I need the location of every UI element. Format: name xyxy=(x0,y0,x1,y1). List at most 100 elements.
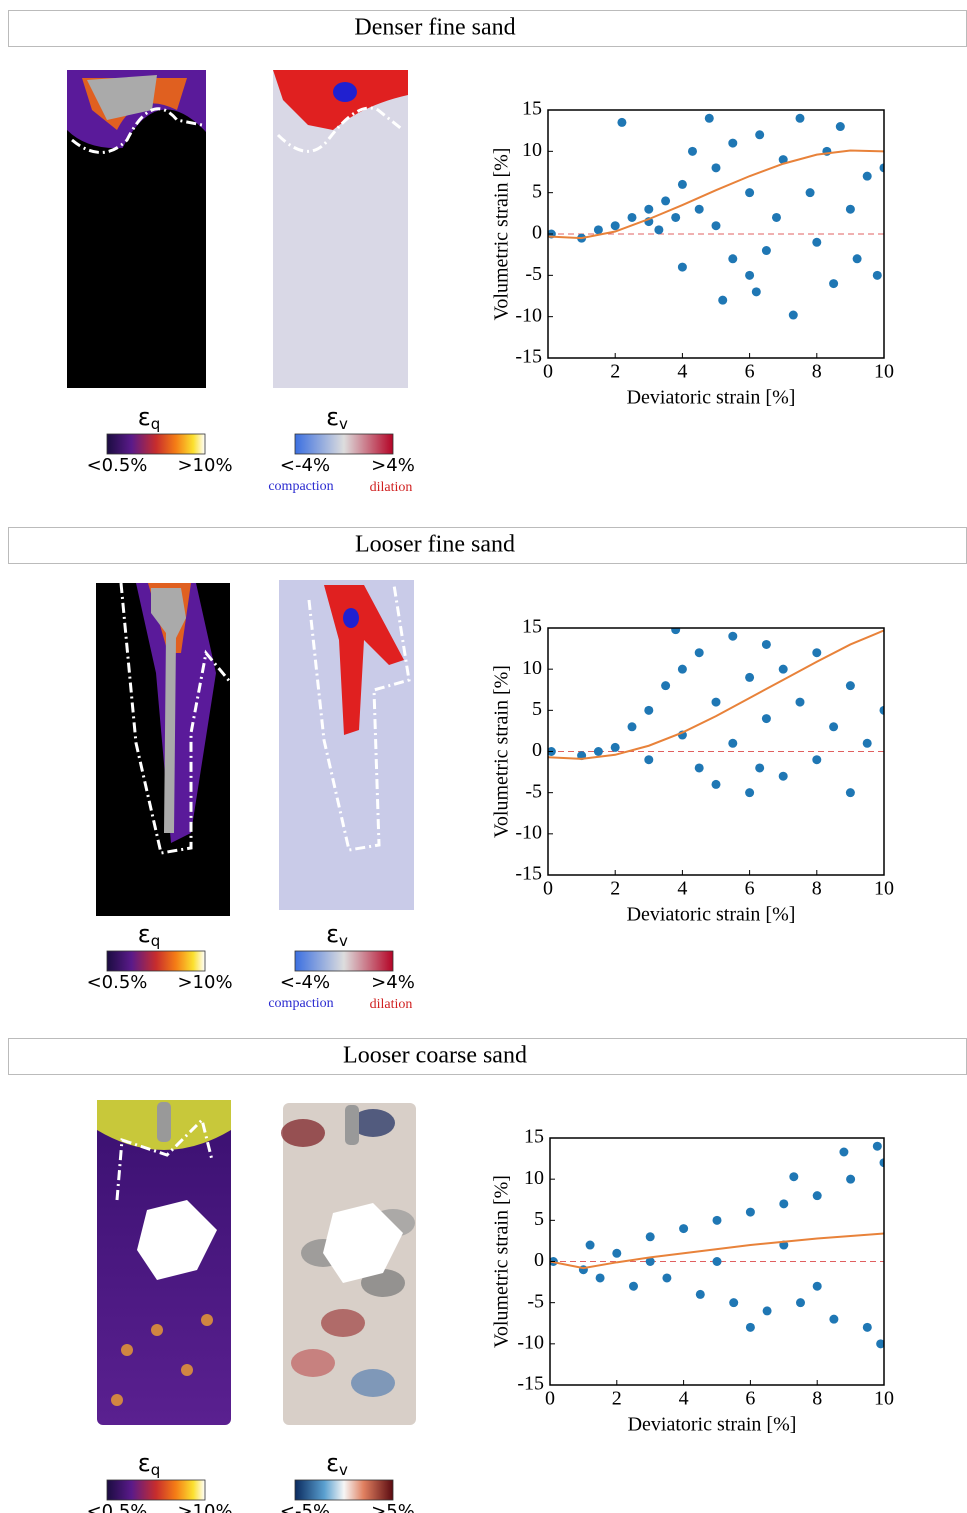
y-axis-label: Volumetric strain [%] xyxy=(491,148,513,321)
colorbar-max: >4% xyxy=(371,455,415,476)
strain-blob xyxy=(351,1369,395,1397)
scatter-point xyxy=(763,1306,772,1315)
scatter-point xyxy=(813,1282,822,1291)
y-tick-label: 0 xyxy=(532,222,542,244)
scatter-point xyxy=(644,205,653,214)
x-tick-label: 4 xyxy=(679,1388,689,1410)
y-tick-label: -10 xyxy=(517,1331,544,1353)
strain-map-ev xyxy=(281,1103,416,1425)
symbol-subscript: q xyxy=(151,1461,161,1479)
colorbar-symbol: εv xyxy=(326,920,348,950)
scatter-point xyxy=(728,254,737,263)
scatter-point xyxy=(728,139,737,148)
symbol: ε xyxy=(138,1449,151,1477)
scatter-point xyxy=(779,665,788,674)
scatter-point xyxy=(628,213,637,222)
colorbar xyxy=(295,434,393,454)
scatter-point xyxy=(728,739,737,748)
x-tick-label: 2 xyxy=(612,1388,622,1410)
scatter-point xyxy=(863,1323,872,1332)
x-tick-label: 0 xyxy=(543,361,553,383)
colorbar-min: <0.5% xyxy=(87,972,148,993)
scatter-point xyxy=(829,1315,838,1324)
x-tick-label: 8 xyxy=(812,878,822,900)
scatter-point xyxy=(746,1208,755,1217)
scatter-point xyxy=(712,163,721,172)
scatter-point xyxy=(678,665,687,674)
scatter-point xyxy=(812,648,821,657)
colorbar-symbol: εv xyxy=(326,403,348,433)
colorbar-min: <0.5% xyxy=(87,1501,148,1513)
colorbar xyxy=(295,951,393,971)
strain-blob xyxy=(321,1309,365,1337)
y-tick-label: 10 xyxy=(524,1167,544,1189)
scatter-point xyxy=(745,788,754,797)
x-tick-label: 0 xyxy=(545,1388,555,1410)
scatter-point xyxy=(695,205,704,214)
y-tick-label: 10 xyxy=(522,139,542,161)
scatter-point xyxy=(745,188,754,197)
compaction-note: compaction xyxy=(268,996,333,1011)
scatter-point xyxy=(662,1273,671,1282)
scatter-point xyxy=(713,1257,722,1266)
x-tick-label: 4 xyxy=(677,878,687,900)
scatter-point xyxy=(586,1241,595,1250)
x-tick-label: 6 xyxy=(745,1388,755,1410)
x-tick-label: 10 xyxy=(874,361,894,383)
scatter-point xyxy=(679,1224,688,1233)
scatter-point xyxy=(729,1298,738,1307)
scatter-point xyxy=(612,1249,621,1258)
colorbar-max: >10% xyxy=(177,972,232,993)
scatter-point xyxy=(611,743,620,752)
colorbar-symbol: εq xyxy=(138,403,161,433)
scatter-point xyxy=(839,1147,848,1156)
section-title: Looser coarse sand xyxy=(343,1043,527,1069)
colorbar xyxy=(107,1480,205,1500)
x-tick-label: 0 xyxy=(543,878,553,900)
y-tick-label: -10 xyxy=(515,304,542,326)
compaction-spot xyxy=(343,608,359,628)
scatter-point xyxy=(617,118,626,127)
y-tick-label: 15 xyxy=(524,1126,544,1148)
colorbar xyxy=(107,434,205,454)
y-tick-label: -5 xyxy=(525,263,542,285)
scatter-point xyxy=(695,763,704,772)
colorbar-min: <0.5% xyxy=(87,455,148,476)
scatter-point xyxy=(853,254,862,263)
scatter-point xyxy=(846,205,855,214)
scatter-point xyxy=(628,722,637,731)
scatter-point xyxy=(796,698,805,707)
scatter-point xyxy=(705,114,714,123)
scatter-point xyxy=(762,714,771,723)
scatter-point xyxy=(789,311,798,320)
strain-map-ev xyxy=(273,70,408,388)
scatter-point xyxy=(688,147,697,156)
strain-map-ev xyxy=(279,580,414,910)
x-axis-label: Deviatoric strain [%] xyxy=(627,387,796,409)
scatter-point xyxy=(863,739,872,748)
colorbar-symbol: εv xyxy=(326,1449,348,1479)
scatter-point xyxy=(644,755,653,764)
colorbar-symbol: εq xyxy=(138,1449,161,1479)
hotspot xyxy=(151,1324,163,1336)
y-tick-label: 0 xyxy=(534,1249,544,1271)
scatter-point xyxy=(611,221,620,230)
strain-blob xyxy=(281,1119,325,1147)
y-tick-label: 0 xyxy=(532,739,542,761)
x-tick-label: 2 xyxy=(610,878,620,900)
symbol-subscript: q xyxy=(151,932,161,950)
scatter-point xyxy=(846,681,855,690)
scatter-point xyxy=(696,1290,705,1299)
hotspot xyxy=(181,1364,193,1376)
x-tick-label: 10 xyxy=(874,878,894,900)
scatter-point xyxy=(713,1216,722,1225)
plot-area xyxy=(549,1142,889,1349)
scatter-point xyxy=(671,625,680,634)
strain-blob xyxy=(291,1349,335,1377)
y-tick-label: 15 xyxy=(522,616,542,638)
colorbar-max: >5% xyxy=(371,1501,415,1513)
symbol-subscript: v xyxy=(339,415,348,433)
scatter-point xyxy=(789,1172,798,1181)
scatter-point xyxy=(728,632,737,641)
y-tick-label: -10 xyxy=(515,821,542,843)
